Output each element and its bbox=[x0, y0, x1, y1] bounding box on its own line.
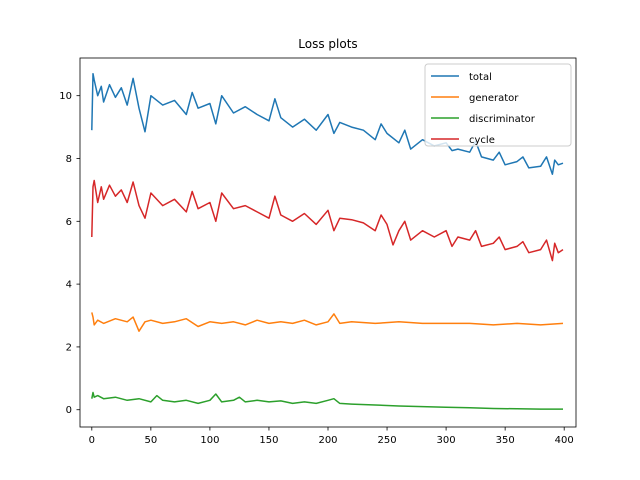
x-tick-label: 100 bbox=[200, 435, 219, 446]
y-tick-label: 2 bbox=[66, 342, 72, 353]
x-tick-label: 0 bbox=[89, 435, 95, 446]
chart-title: Loss plots bbox=[298, 37, 357, 51]
legend-box bbox=[424, 63, 572, 147]
x-tick-label: 250 bbox=[378, 435, 397, 446]
x-tick-label: 50 bbox=[144, 435, 157, 446]
series-layer bbox=[91, 72, 564, 410]
y-tick-label: 8 bbox=[66, 154, 72, 165]
series-line-total bbox=[91, 72, 564, 175]
legend: total generator discriminator cycle bbox=[424, 63, 572, 147]
series-line-generator bbox=[91, 312, 564, 332]
x-tick-label: 300 bbox=[437, 435, 456, 446]
y-tick-label: 4 bbox=[66, 280, 72, 291]
y-tick-label: 10 bbox=[59, 91, 72, 102]
x-tick-label: 200 bbox=[318, 435, 337, 446]
x-tick-label: 400 bbox=[555, 435, 574, 446]
x-tick-label: 350 bbox=[496, 435, 515, 446]
axes-layer: 0 50 100 150 200 250 300 350 400 0 2 4 6 8 10 bbox=[59, 57, 577, 446]
legend-label-total: total bbox=[469, 72, 492, 83]
x-tick-label: 150 bbox=[259, 435, 278, 446]
y-tick-label: 6 bbox=[66, 217, 72, 228]
series-line-cycle bbox=[91, 179, 564, 262]
legend-label-discriminator: discriminator bbox=[469, 114, 536, 125]
series-line-discriminator bbox=[91, 391, 563, 410]
y-tick-label: 0 bbox=[66, 405, 72, 416]
legend-label-generator: generator bbox=[469, 93, 519, 104]
legend-label-cycle: cycle bbox=[469, 135, 495, 146]
